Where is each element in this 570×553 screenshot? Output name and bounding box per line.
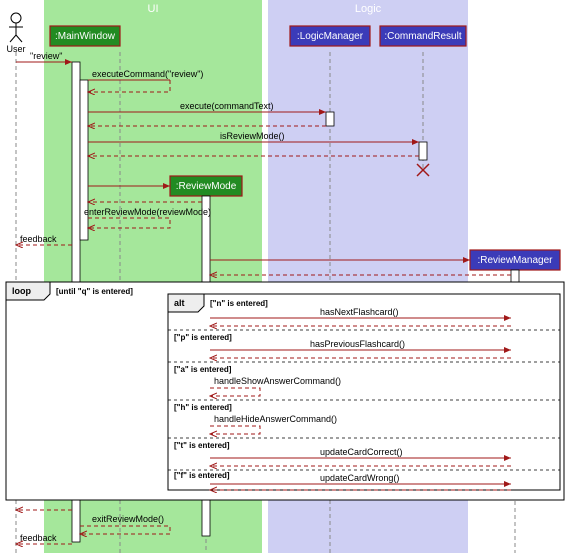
- svg-text:feedback: feedback: [20, 533, 57, 543]
- svg-text:feedback: feedback: [20, 234, 57, 244]
- svg-text:updateCardWrong(): updateCardWrong(): [320, 473, 399, 483]
- svg-text:hasPreviousFlashcard(): hasPreviousFlashcard(): [310, 339, 405, 349]
- svg-text:[until "q" is entered]: [until "q" is entered]: [56, 287, 133, 296]
- region-ui-label: UI: [148, 3, 159, 15]
- svg-text:loop: loop: [12, 286, 31, 296]
- svg-text:["n" is entered]: ["n" is entered]: [210, 299, 268, 308]
- svg-text:execute(commandText): execute(commandText): [180, 101, 274, 111]
- actor-user: User: [6, 13, 25, 54]
- frame-alt: [168, 294, 560, 490]
- region-logic-label: Logic: [355, 3, 382, 15]
- svg-text:handleHideAnswerCommand(): handleHideAnswerCommand(): [214, 414, 337, 424]
- svg-text:["f" is entered]: ["f" is entered]: [174, 471, 230, 480]
- label-cmdresult: :CommandResult: [384, 31, 461, 42]
- act-cmdres: [419, 142, 427, 160]
- label-reviewmgr: :ReviewManager: [477, 255, 553, 266]
- label-reviewmode: :ReviewMode: [176, 181, 237, 192]
- svg-text:enterReviewMode(reviewMode): enterReviewMode(reviewMode): [84, 207, 211, 217]
- svg-text:isReviewMode(): isReviewMode(): [220, 131, 285, 141]
- svg-text:["t" is entered]: ["t" is entered]: [174, 441, 230, 450]
- svg-text:executeCommand("review"): executeCommand("review"): [92, 69, 203, 79]
- svg-text:["a" is entered]: ["a" is entered]: [174, 365, 232, 374]
- svg-text:handleShowAnswerCommand(): handleShowAnswerCommand(): [214, 376, 341, 386]
- label-logicmgr: :LogicManager: [297, 31, 364, 42]
- sequence-diagram: UI Logic User :MainWindow :LogicManager …: [0, 0, 570, 553]
- svg-text:exitReviewMode(): exitReviewMode(): [92, 514, 164, 524]
- svg-text:hasNextFlashcard(): hasNextFlashcard(): [320, 307, 399, 317]
- svg-text:["h" is entered]: ["h" is entered]: [174, 403, 232, 412]
- act-logic1: [326, 112, 334, 126]
- svg-text:updateCardCorrect(): updateCardCorrect(): [320, 447, 403, 457]
- svg-text:alt: alt: [174, 298, 185, 308]
- svg-text:["p" is entered]: ["p" is entered]: [174, 333, 232, 342]
- label-mainwindow: :MainWindow: [55, 31, 116, 42]
- svg-text:"review": "review": [30, 51, 62, 61]
